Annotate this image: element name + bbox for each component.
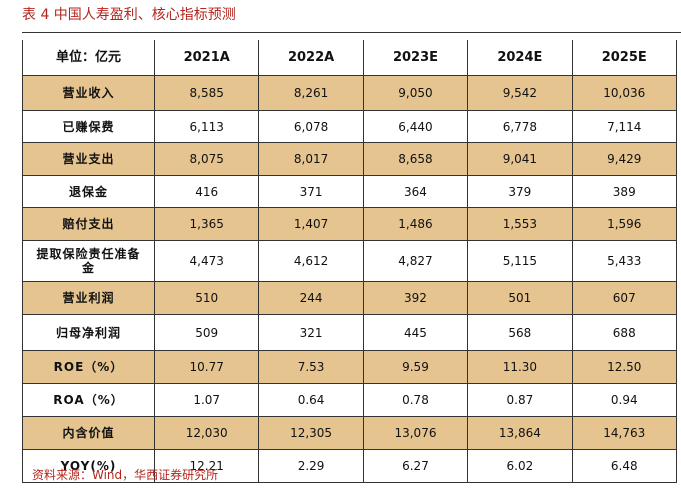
row-label: 赔付支出 <box>22 207 155 241</box>
row-label: 营业支出 <box>22 142 155 176</box>
header-2022a: 2022A <box>258 40 364 76</box>
cell-value: 6.48 <box>571 449 677 483</box>
cell-value: 10,036 <box>571 75 677 111</box>
cell-value: 6.27 <box>362 449 469 483</box>
cell-value: 7.53 <box>258 350 364 384</box>
cell-value: 6,440 <box>362 110 469 143</box>
table-row: 已赚保费 6,113 6,078 6,440 6,778 7,114 <box>22 110 677 143</box>
cell-value: 6,113 <box>153 110 260 143</box>
header-2021a: 2021A <box>153 40 260 76</box>
cell-value: 244 <box>258 281 364 315</box>
cell-value: 13,076 <box>362 416 469 450</box>
cell-value: 6,078 <box>258 110 364 143</box>
header-2024e: 2024E <box>467 40 573 76</box>
forecast-table: 单位：亿元 2021A 2022A 2023E 2024E 2025E 营业收入… <box>22 40 677 483</box>
cell-value: 4,827 <box>362 240 469 282</box>
cell-value: 7,114 <box>571 110 677 143</box>
cell-value: 6,778 <box>467 110 573 143</box>
cell-value: 389 <box>571 175 677 208</box>
cell-value: 5,433 <box>571 240 677 282</box>
cell-value: 8,658 <box>362 142 469 176</box>
header-2025e: 2025E <box>571 40 677 76</box>
row-label: 退保金 <box>22 175 155 208</box>
cell-value: 1,365 <box>153 207 260 241</box>
row-label: ROE（%） <box>22 350 155 384</box>
cell-value: 2.29 <box>258 449 364 483</box>
cell-value: 9.59 <box>362 350 469 384</box>
cell-value: 8,261 <box>258 75 364 111</box>
row-label: YOY(%) <box>22 449 155 483</box>
cell-value: 0.94 <box>571 383 677 417</box>
table-row: 营业收入 8,585 8,261 9,050 9,542 10,036 <box>22 75 677 111</box>
cell-value: 5,115 <box>467 240 573 282</box>
cell-value: 688 <box>571 314 677 351</box>
table-row: ROA（%） 1.07 0.64 0.78 0.87 0.94 <box>22 383 677 417</box>
cell-value: 8,075 <box>153 142 260 176</box>
cell-value: 1,486 <box>362 207 469 241</box>
row-label: 营业收入 <box>22 75 155 111</box>
row-label: 提取保险责任准备金 <box>22 240 155 282</box>
row-label: 内含价值 <box>22 416 155 450</box>
cell-value: 12.50 <box>571 350 677 384</box>
cell-value: 10.77 <box>153 350 260 384</box>
cell-value: 0.87 <box>467 383 573 417</box>
top-rule <box>22 32 681 33</box>
cell-value: 364 <box>362 175 469 208</box>
cell-value: 392 <box>362 281 469 315</box>
table-row: YOY(%) 12.21 2.29 6.27 6.02 6.48 <box>22 449 677 483</box>
cell-value: 8,585 <box>153 75 260 111</box>
cell-value: 12,305 <box>258 416 364 450</box>
cell-value: 13,864 <box>467 416 573 450</box>
cell-value: 568 <box>467 314 573 351</box>
cell-value: 9,542 <box>467 75 573 111</box>
row-label: ROA（%） <box>22 383 155 417</box>
cell-value: 1.07 <box>153 383 260 417</box>
cell-value: 14,763 <box>571 416 677 450</box>
cell-value: 11.30 <box>467 350 573 384</box>
source-note: 资料来源：Wind，华西证券研究所 <box>32 468 219 482</box>
cell-value: 4,612 <box>258 240 364 282</box>
table-caption: 表 4 中国人寿盈利、核心指标预测 <box>22 7 236 23</box>
table-row: ROE（%） 10.77 7.53 9.59 11.30 12.50 <box>22 350 677 384</box>
cell-value: 8,017 <box>258 142 364 176</box>
cell-value: 12,030 <box>153 416 260 450</box>
cell-value: 6.02 <box>467 449 573 483</box>
cell-value: 501 <box>467 281 573 315</box>
cell-value: 1,553 <box>467 207 573 241</box>
cell-value: 9,429 <box>571 142 677 176</box>
cell-value: 321 <box>258 314 364 351</box>
cell-value: 1,596 <box>571 207 677 241</box>
table-row: 内含价值 12,030 12,305 13,076 13,864 14,763 <box>22 416 677 450</box>
cell-value: 1,407 <box>258 207 364 241</box>
cell-value: 509 <box>153 314 260 351</box>
cell-value: 607 <box>571 281 677 315</box>
cell-value: 379 <box>467 175 573 208</box>
table-row: 赔付支出 1,365 1,407 1,486 1,553 1,596 <box>22 207 677 241</box>
cell-value: 371 <box>258 175 364 208</box>
table-row: 营业支出 8,075 8,017 8,658 9,041 9,429 <box>22 142 677 176</box>
table-row: 营业利润 510 244 392 501 607 <box>22 281 677 315</box>
table-row: 提取保险责任准备金 4,473 4,612 4,827 5,115 5,433 <box>22 240 677 282</box>
row-label: 营业利润 <box>22 281 155 315</box>
header-2023e: 2023E <box>362 40 469 76</box>
header-unit: 单位：亿元 <box>22 40 155 76</box>
table-row: 退保金 416 371 364 379 389 <box>22 175 677 208</box>
cell-value: 4,473 <box>153 240 260 282</box>
cell-value: 445 <box>362 314 469 351</box>
cell-value: 416 <box>153 175 260 208</box>
row-label: 已赚保费 <box>22 110 155 143</box>
cell-value: 0.78 <box>362 383 469 417</box>
cell-value: 510 <box>153 281 260 315</box>
cell-value: 9,050 <box>362 75 469 111</box>
cell-value: 9,041 <box>467 142 573 176</box>
cell-value: 0.64 <box>258 383 364 417</box>
row-label: 归母净利润 <box>22 314 155 351</box>
table-row: 归母净利润 509 321 445 568 688 <box>22 314 677 351</box>
header-row: 单位：亿元 2021A 2022A 2023E 2024E 2025E <box>22 40 677 76</box>
